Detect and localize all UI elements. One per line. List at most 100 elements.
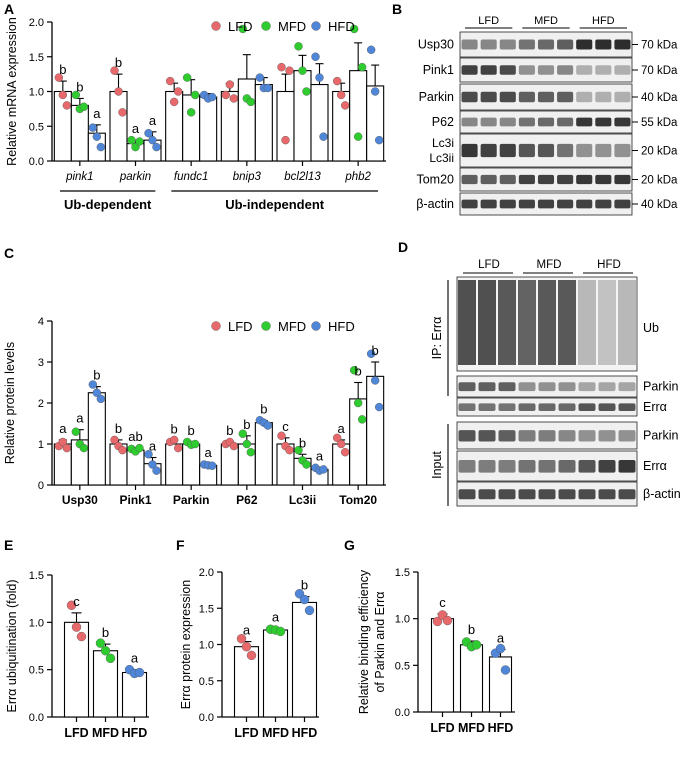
legend-marker [311,21,321,31]
chart-e: 0.0 0.5 1.0 1.5 c LFD b MFD a HFD Errα ubiquitinat… [5,570,149,740]
data-point [340,448,350,457]
blot-band [480,65,497,75]
data-point [246,448,256,457]
blot-band [618,460,636,473]
blot-band [614,39,631,50]
y-tick-label: 0.0 [395,707,410,719]
bar [220,443,239,486]
x-tick-label: MFD [458,721,485,735]
significance-letter: b [115,421,122,436]
data-point [225,80,235,89]
blot-band [595,143,612,158]
y-tick-label: 0 [38,480,44,492]
blot-band [614,117,631,127]
blot-band [598,382,616,392]
blot-band [576,174,593,185]
significance-letter: b [226,423,233,438]
blot-band [480,91,497,103]
blot-group-label: LFD [478,15,499,27]
blot-row-label: β-actin [643,487,681,501]
blot-band [518,430,536,442]
blot-band [614,174,631,185]
blot-band [598,460,616,473]
bar [459,644,484,713]
data-point [302,87,311,96]
blot-band [518,460,536,473]
data-point [152,466,161,475]
panel-label-g: G [344,537,355,553]
data-point [263,421,273,430]
blot-band [595,199,612,209]
bar [121,671,148,718]
blot-band [578,460,596,473]
data-point [471,640,482,650]
data-point [357,415,367,424]
y-tick-label: 1.5 [29,570,44,582]
ub-smear-lane [498,280,516,365]
bar [366,85,385,162]
data-point [242,439,252,449]
blot-band [618,403,636,411]
blot-row-label: Parkin [419,90,454,104]
blot-row-label: Errα [643,459,667,473]
blot-band [537,199,555,209]
y-axis-title: Errα ubiquitination (fold) [5,580,19,713]
blot-band [595,39,612,50]
blot-band [461,199,478,209]
data-point [105,653,116,664]
bar [291,601,318,718]
data-point [62,101,72,110]
blot-row-label: Usp30 [418,38,454,52]
blot-band [458,489,476,500]
blot-band [557,65,574,75]
legend-label: MFD [278,19,306,34]
blot-band [578,430,596,442]
blot-band [558,403,576,411]
blot-band [538,430,556,442]
data-point [79,443,89,453]
data-point [110,66,119,75]
blot-band [480,199,497,209]
y-tick-label: 1 [38,439,44,451]
panel-label-a: A [4,1,14,17]
data-point [54,73,64,82]
bar [349,398,368,486]
blot-band [558,489,576,500]
blot-band [478,403,496,411]
bar [87,392,106,486]
blot-row-label: Pink1 [423,63,454,77]
data-point [88,123,98,132]
blot-band [458,403,476,411]
kda-label: 20 kDa [641,146,678,158]
data-point [110,435,119,445]
y-tick-label: 4 [38,316,44,328]
blot-row-label: P62 [432,115,454,129]
blot-band [557,143,574,158]
data-point [62,443,72,453]
data-point [349,24,359,34]
panel-label-d: D [398,239,408,255]
data-point [374,135,384,145]
x-tick-label: Lc3ii [289,493,316,507]
bar [254,422,273,486]
significance-letter: a [59,421,67,436]
blot-band [538,460,556,473]
x-tick-label: P62 [236,493,258,507]
x-tick-label: fundc1 [174,171,209,183]
data-point [238,429,248,438]
data-point [349,366,359,375]
data-point [304,605,315,616]
y-tick-label: 2.0 [29,17,44,29]
blot-band [461,117,478,127]
significance-letter: b [188,423,195,438]
blot-band [499,117,516,127]
y-tick-label: 0.5 [199,676,214,688]
blot-row-label: Tom20 [416,173,454,187]
blot-group-label: HFD [597,259,621,271]
blot-band [518,143,535,158]
y-tick-label: 1.0 [29,87,44,99]
blot-band [595,174,612,185]
data-point [173,87,183,96]
x-tick-label: MFD [92,726,119,740]
blot-row-label: Lc3ii [429,151,454,165]
